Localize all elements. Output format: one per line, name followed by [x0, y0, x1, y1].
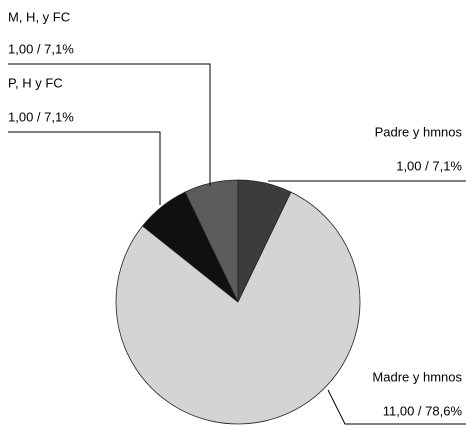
pie-slice: [115, 191, 361, 425]
slice-label: Madre y hmnos: [372, 369, 462, 384]
slice-label: Padre y hmnos: [375, 124, 463, 139]
value-label: 1,00 / 7,1%: [8, 109, 74, 124]
slice-label: P, H y FC: [8, 75, 63, 90]
leader-line: [327, 389, 466, 425]
value-label: 1,00 / 7,1%: [396, 158, 462, 173]
leader-line: [8, 63, 211, 186]
leader-line: [8, 131, 161, 205]
value-label: 1,00 / 7,1%: [8, 41, 74, 56]
slice-label: M, H, y FC: [8, 9, 70, 24]
value-label: 11,00 / 78,6%: [383, 403, 463, 418]
pie-slice: [184, 179, 239, 303]
